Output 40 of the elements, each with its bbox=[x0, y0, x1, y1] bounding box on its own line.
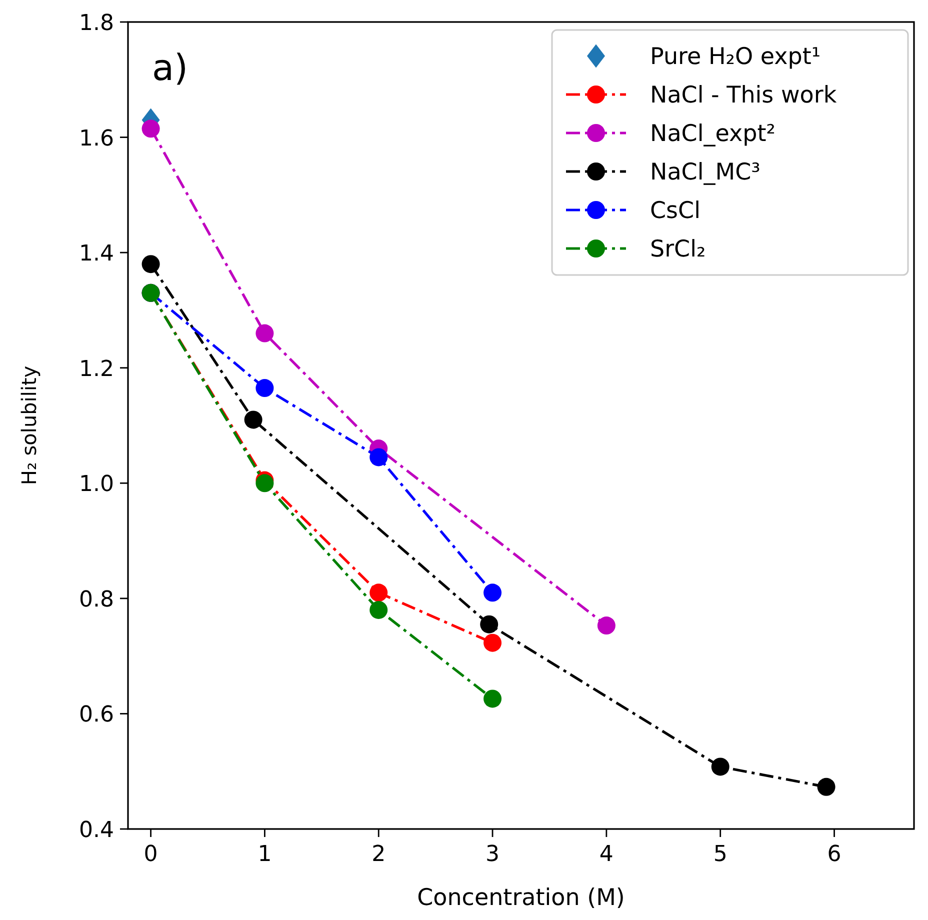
x-tick-label: 4 bbox=[599, 842, 614, 867]
annotation: a) bbox=[152, 48, 188, 89]
point bbox=[484, 584, 502, 602]
y-tick-label: 1.2 bbox=[79, 356, 114, 382]
point bbox=[256, 379, 274, 398]
point bbox=[370, 584, 388, 602]
y-tick-label: 1.0 bbox=[79, 472, 114, 498]
point bbox=[480, 615, 498, 634]
point bbox=[256, 324, 274, 342]
legend-label: CsCl bbox=[650, 198, 700, 224]
point bbox=[484, 634, 502, 652]
y-tick-label: 0.6 bbox=[79, 702, 114, 728]
point bbox=[142, 255, 160, 274]
point bbox=[256, 474, 274, 492]
point bbox=[484, 690, 502, 708]
y-tick-label: 1.6 bbox=[79, 126, 114, 152]
x-axis-title: Concentration (M) bbox=[417, 885, 625, 911]
legend-label: Pure H₂O expt¹ bbox=[650, 44, 821, 70]
y-tick-label: 1.4 bbox=[79, 242, 114, 267]
x-tick-label: 1 bbox=[258, 842, 272, 867]
point bbox=[817, 778, 836, 796]
y-tick-label: 0.4 bbox=[79, 818, 114, 843]
point bbox=[711, 758, 730, 776]
legend-label: NaCl - This work bbox=[650, 82, 838, 108]
legend-label: NaCl_expt² bbox=[650, 121, 776, 147]
x-tick-label: 3 bbox=[486, 842, 500, 867]
legend-label: SrCl₂ bbox=[650, 236, 706, 262]
x-tick-label: 2 bbox=[372, 842, 386, 867]
point bbox=[597, 616, 616, 635]
y-tick-label: 1.8 bbox=[79, 11, 114, 36]
x-tick-label: 6 bbox=[827, 842, 842, 867]
y-axis-title: H₂ solubility bbox=[17, 366, 41, 486]
x-tick-label: 5 bbox=[713, 842, 728, 867]
x-tick-label: 0 bbox=[144, 842, 158, 867]
point bbox=[370, 448, 388, 466]
legend-label: NaCl_MC³ bbox=[650, 160, 760, 186]
point bbox=[370, 600, 388, 619]
y-tick-label: 0.8 bbox=[79, 587, 114, 612]
point bbox=[142, 120, 160, 138]
point bbox=[244, 410, 262, 429]
